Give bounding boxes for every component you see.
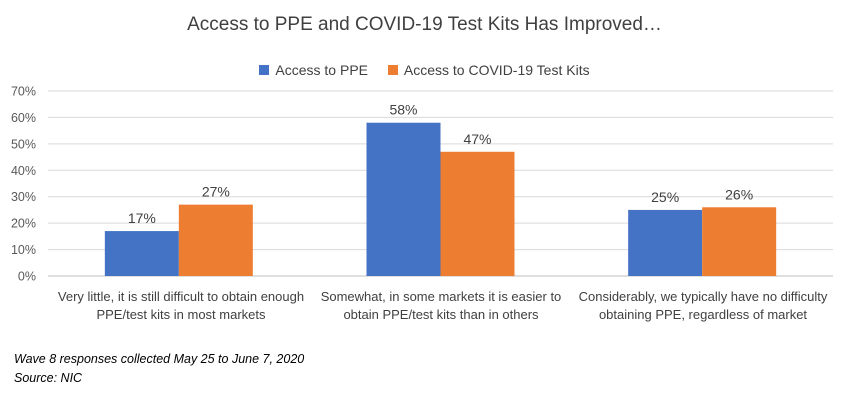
bar: [104, 231, 179, 276]
category-label-somewhat: Somewhat, in some markets it is easier t…: [320, 289, 562, 322]
legend-label-test-kits: Access to COVID-19 Test Kits: [403, 62, 590, 78]
legend: Access to PPE Access to COVID-19 Test Ki…: [0, 62, 849, 78]
legend-swatch-test-kits: [387, 65, 398, 75]
y-tick-label: 60%: [11, 111, 36, 125]
y-tick-label: 70%: [11, 85, 36, 99]
y-tick-label: 50%: [11, 137, 36, 151]
legend-item-ppe: Access to PPE: [259, 62, 368, 78]
data-label: 58%: [389, 102, 417, 118]
data-label: 47%: [463, 131, 491, 147]
data-label: 26%: [725, 186, 753, 202]
y-tick-label: 0%: [18, 270, 36, 284]
category-label-considerably: Considerably, we typically have no diffi…: [578, 289, 828, 322]
y-tick-label: 40%: [11, 164, 36, 178]
category-label-very-little: Very little, it is still difficult to ob…: [57, 289, 305, 322]
y-tick-label: 20%: [11, 217, 36, 231]
bar: [178, 204, 253, 276]
footnote-wave: Wave 8 responses collected May 25 to Jun…: [14, 352, 305, 366]
data-label: 17%: [128, 210, 156, 226]
data-label: 25%: [651, 189, 679, 205]
legend-item-test-kits: Access to COVID-19 Test Kits: [387, 62, 590, 78]
footnote-source: Source: NIC: [14, 371, 83, 385]
y-tick-label: 10%: [11, 243, 36, 257]
chart-title: Access to PPE and COVID-19 Test Kits Has…: [187, 14, 662, 35]
data-label: 27%: [202, 184, 230, 200]
y-tick-label: 30%: [11, 190, 36, 204]
bar: [702, 207, 777, 276]
legend-label-ppe: Access to PPE: [275, 62, 368, 78]
bar: [440, 151, 515, 276]
legend-swatch-ppe: [259, 65, 270, 75]
bar: [628, 209, 703, 276]
bar: [366, 122, 441, 276]
